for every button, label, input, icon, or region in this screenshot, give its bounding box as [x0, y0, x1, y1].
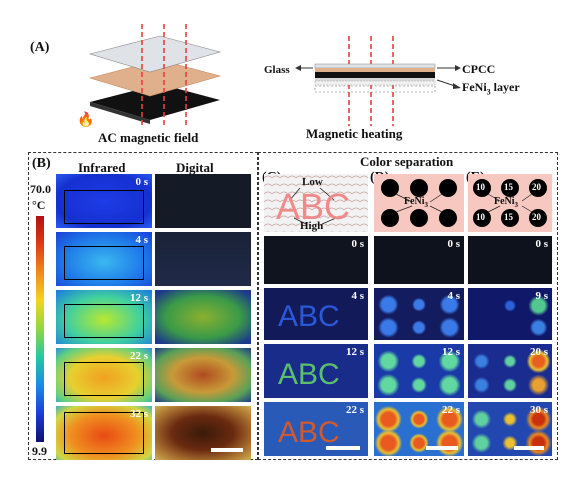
infrared-frame-22s: 22 s	[56, 348, 152, 402]
time-label: 22 s	[345, 404, 364, 416]
time-label: 32 s	[129, 408, 148, 420]
dot-value: 10	[476, 182, 485, 192]
color-scale-unit: °C	[32, 198, 46, 212]
digital-frame-12s	[155, 290, 251, 344]
caption-ac-magnetic-field: AC magnetic field	[98, 130, 199, 145]
sample-outline	[64, 362, 144, 396]
caption-magnetic-heating: Magnetic heating	[306, 126, 403, 141]
infrared-frame-32s: 32 s	[56, 406, 152, 460]
dot-value: 15	[504, 212, 513, 222]
time-label: 4 s	[447, 290, 460, 302]
panel-c-frame-4s: ABC 4 s	[264, 288, 368, 340]
feni3-center-label: FeNi3	[404, 196, 429, 209]
layer-stack-illustration	[88, 24, 222, 126]
abc-letters: ABC	[278, 300, 340, 333]
panel-d-frame-12s: 12 s	[374, 344, 464, 398]
panel-c-schematic: Low ABC High	[264, 174, 368, 232]
scale-bar	[514, 446, 544, 450]
time-label: 12 s	[441, 346, 460, 358]
abc-pattern-illustration	[264, 174, 368, 232]
time-label: 22 s	[129, 350, 148, 362]
panel-d-schematic: FeNi3	[374, 174, 464, 232]
panel-e-frame-9s: 9 s	[468, 288, 552, 340]
color-scale-max: 70.0	[30, 182, 51, 196]
scale-bar	[211, 448, 243, 452]
label-feni3-layer: FeNi3 layer	[462, 80, 520, 97]
sample-outline	[64, 412, 144, 454]
time-label: 0 s	[351, 238, 364, 250]
infrared-frame-0s: 0 s	[56, 174, 152, 228]
sample-outline	[64, 304, 144, 338]
time-label: 30 s	[529, 404, 548, 416]
digital-frame-4s	[155, 232, 251, 286]
label-glass: Glass	[264, 64, 290, 76]
label-high: High	[300, 220, 324, 232]
digital-frame-22s	[155, 348, 251, 402]
time-label: 0 s	[535, 238, 548, 250]
graded-dot-array-illustration	[473, 179, 547, 227]
color-separation-title: Color separation	[360, 154, 454, 169]
temperature-color-scale	[36, 216, 44, 442]
time-label: 4 s	[135, 234, 148, 246]
infrared-frame-12s: 12 s	[56, 290, 152, 344]
panel-c-frame-12s: ABC 12 s	[264, 344, 368, 398]
time-label: 12 s	[129, 292, 148, 304]
panel-d-frame-4s: 4 s	[374, 288, 464, 340]
digital-frame-0s	[155, 174, 251, 228]
panel-e-schematic: 10 15 20 10 15 20 FeNi3	[468, 174, 552, 232]
dot-value: 10	[476, 212, 485, 222]
dot-value: 20	[532, 212, 541, 222]
color-scale-min: 9.9	[32, 444, 47, 458]
column-header-infrared: Infrared	[78, 160, 126, 175]
panel-b-label: (B)	[32, 156, 51, 171]
digital-frame-32s	[155, 406, 251, 460]
panel-d-frame-22s: 22 s	[374, 402, 464, 456]
time-label: 22 s	[441, 404, 460, 416]
label-low: Low	[302, 176, 323, 188]
color-separation-frame	[258, 152, 558, 460]
infrared-frame-4s: 4 s	[56, 232, 152, 286]
panel-e-frame-0s: 0 s	[468, 236, 552, 284]
column-header-digital: Digital	[176, 160, 214, 175]
panel-a-label: (A)	[30, 40, 50, 55]
dot-array-illustration	[381, 179, 457, 227]
time-label: 9 s	[535, 290, 548, 302]
sample-outline	[64, 246, 144, 280]
feni3-center-label: FeNi3	[494, 196, 519, 209]
scale-bar	[426, 446, 458, 450]
abc-letters: ABC	[278, 416, 340, 449]
panel-e-frame-30s: 30 s	[468, 402, 552, 456]
dot-value: 15	[504, 182, 513, 192]
time-label: 12 s	[345, 346, 364, 358]
scale-bar	[326, 446, 360, 450]
panel-d-frame-0s: 0 s	[374, 236, 464, 284]
panel-e-frame-20s: 20 s	[468, 344, 552, 398]
time-label: 0 s	[447, 238, 460, 250]
abc-letters: ABC	[278, 358, 340, 391]
time-label: 20 s	[529, 346, 548, 358]
fire-icon: 🔥	[77, 113, 95, 128]
time-label: 4 s	[351, 290, 364, 302]
label-cpcc: CPCC	[462, 62, 496, 76]
time-label: 0 s	[135, 176, 148, 188]
sample-outline	[64, 190, 144, 224]
panel-c-frame-0s: 0 s	[264, 236, 368, 284]
dot-value: 20	[532, 182, 541, 192]
panel-c-frame-22s: ABC 22 s	[264, 402, 368, 456]
cross-section-illustration	[295, 36, 461, 126]
abc-letters: ABC	[276, 186, 351, 227]
